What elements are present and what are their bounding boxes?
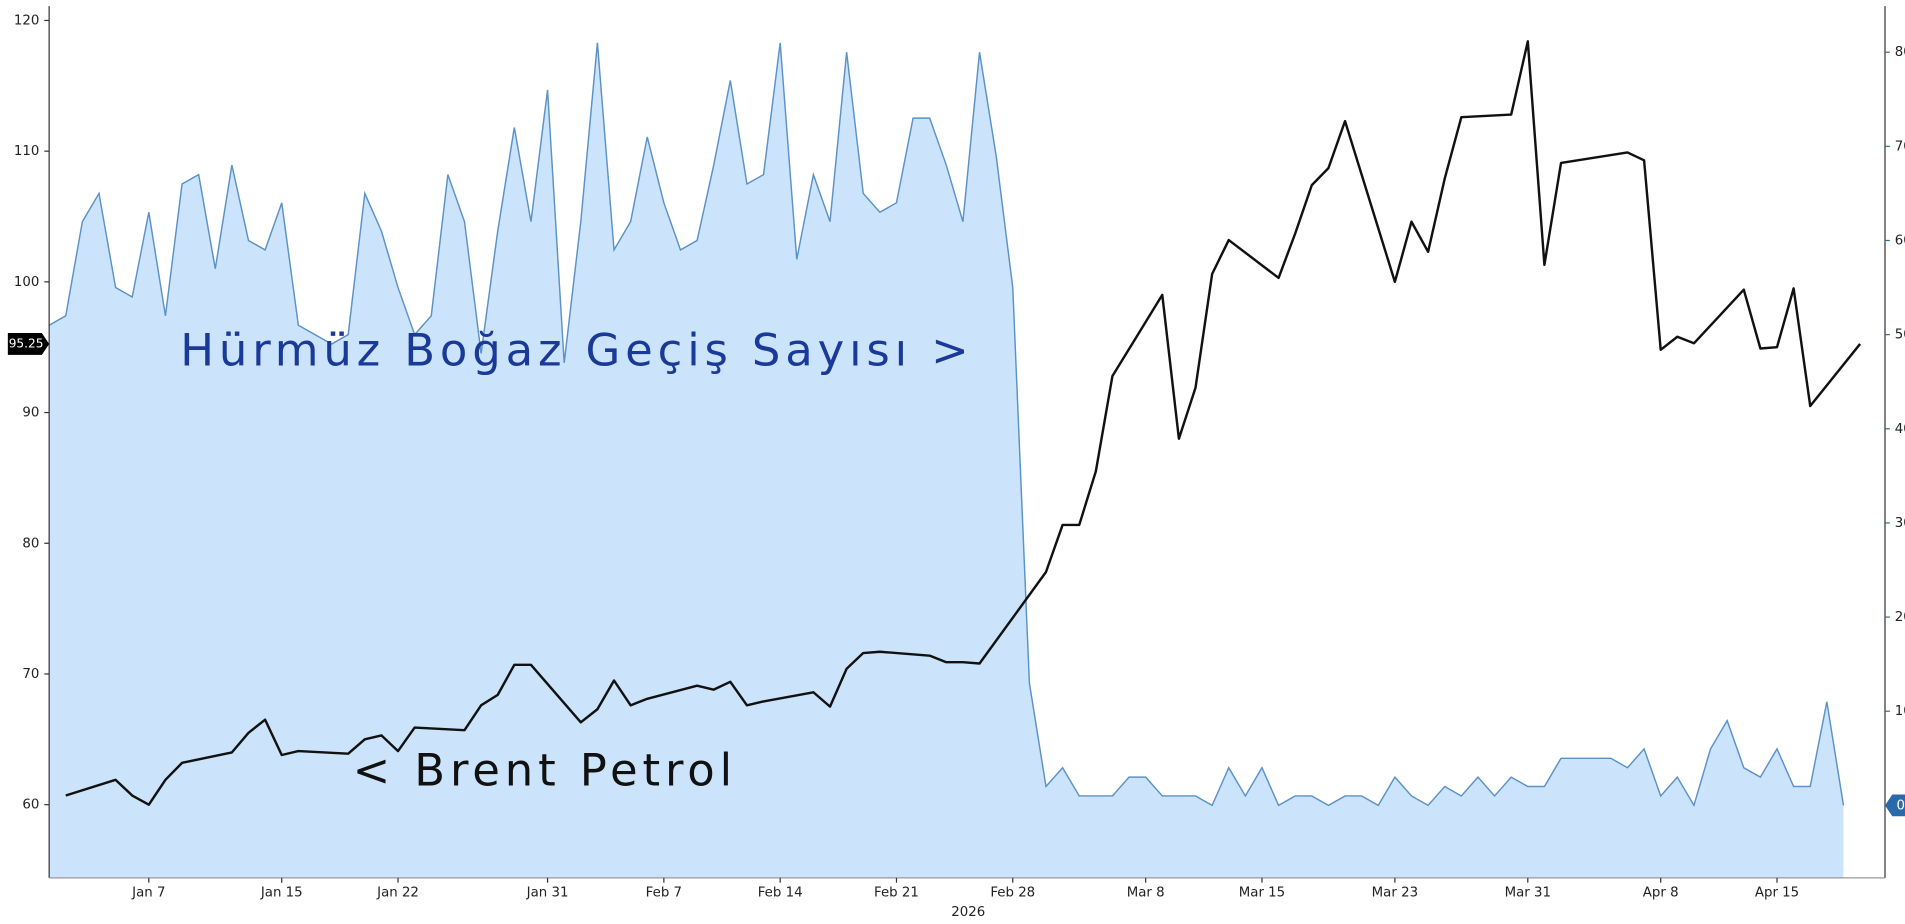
x-tick-label: Feb 21	[874, 885, 919, 900]
last-value-label: 0	[1897, 798, 1905, 813]
x-tick-label: Feb 28	[990, 885, 1035, 900]
line	[65, 40, 1862, 806]
y-tick-label: 110	[14, 144, 39, 159]
y2-tick-label: 20	[1895, 610, 1905, 625]
annotation: < Brent Petrol	[353, 743, 737, 796]
y2-tick-label: 70	[1895, 139, 1905, 154]
annotation: Hürmüz Boğaz Geçiş Sayısı >	[180, 323, 973, 376]
x-tick-label: Apr 8	[1643, 885, 1679, 900]
x-tick-label: Jan 15	[260, 885, 303, 900]
y2-tick-label: 30	[1895, 516, 1905, 531]
axis-layer: 60 70 80 90 100 110 120 0 10 20 30 40 50 60 70 80 Jan 7 J…	[7, 6, 1905, 900]
x-tick-label: Feb 14	[758, 885, 803, 900]
y-tick-label: 90	[22, 406, 39, 421]
x-tick-label: Mar 31	[1505, 885, 1551, 900]
x-tick-label: Mar 8	[1127, 885, 1165, 900]
y2-tick-label: 10	[1895, 704, 1905, 719]
last-value-badge	[7, 333, 50, 355]
x-tick-label: Apr 15	[1755, 885, 1799, 900]
x-tick-label: Jan 7	[131, 885, 165, 900]
last-value-badge	[1884, 794, 1905, 817]
y-tick-label: 70	[22, 667, 39, 682]
y-tick-label: 80	[22, 536, 39, 551]
y-tick-label: 100	[14, 275, 39, 290]
y2-tick-label: 60	[1895, 233, 1905, 248]
last-value-label: 95.25	[9, 336, 44, 350]
x-tick-label: Feb 7	[646, 885, 682, 900]
x-tick-label: Jan 31	[526, 885, 569, 900]
y2-tick-label: 50	[1895, 328, 1905, 343]
line-layer	[65, 40, 1862, 806]
x-tick-label: Mar 23	[1372, 885, 1418, 900]
area-line	[48, 42, 1845, 808]
x-year-label: 2026	[951, 905, 985, 920]
area	[49, 42, 1844, 878]
x-tick-label: Mar 15	[1239, 885, 1285, 900]
y2-tick-label: 40	[1895, 422, 1905, 437]
area-layer	[48, 42, 1845, 878]
x-tick-label: Jan 22	[376, 885, 419, 900]
y2-tick-label: 80	[1895, 45, 1905, 60]
y-tick-label: 60	[22, 798, 39, 813]
y-tick-label: 120	[14, 13, 39, 28]
